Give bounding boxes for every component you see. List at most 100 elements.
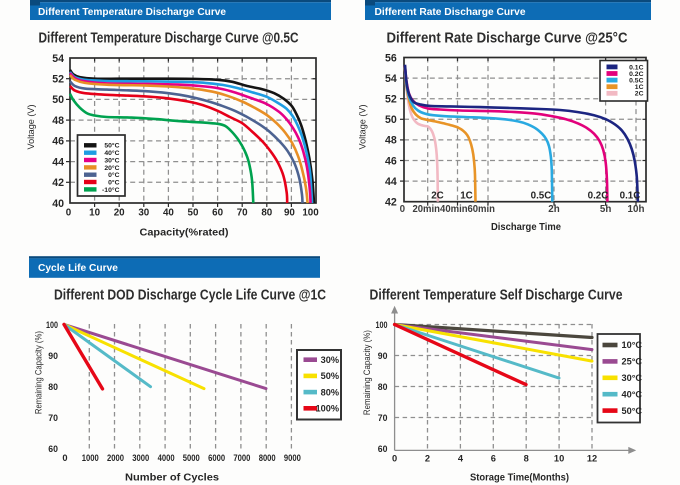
svg-text:54: 54 [385,73,397,85]
svg-text:0.2C: 0.2C [629,71,643,78]
svg-text:60min: 60min [467,204,495,215]
svg-text:2C: 2C [431,191,444,202]
svg-text:30%: 30% [321,355,339,365]
svg-text:5h: 5h [600,204,611,215]
svg-text:4000: 4000 [158,453,175,463]
svg-text:0: 0 [62,453,67,463]
svg-text:100: 100 [376,320,388,330]
svg-text:48: 48 [52,115,64,127]
svg-text:Discharge Time: Discharge Time [491,221,561,233]
svg-text:6: 6 [491,454,496,464]
svg-text:Remaining Capacity (%): Remaining Capacity (%) [362,330,373,415]
svg-text:Different Temperature Discharg: Different Temperature Discharge Curve [38,7,226,18]
svg-text:80%: 80% [321,387,339,397]
svg-text:90: 90 [48,351,58,361]
svg-text:0.2C: 0.2C [588,191,609,202]
svg-text:12: 12 [587,454,597,464]
svg-text:40: 40 [163,208,174,219]
svg-text:54: 54 [52,53,64,65]
svg-text:52: 52 [385,94,397,106]
svg-text:40min: 40min [440,204,468,215]
svg-text:50: 50 [188,208,199,219]
svg-text:70: 70 [48,413,58,423]
svg-text:1C: 1C [460,191,473,202]
svg-text:90: 90 [284,208,295,219]
svg-text:52: 52 [52,74,64,86]
svg-text:70: 70 [378,413,388,423]
svg-text:46: 46 [52,136,64,148]
svg-text:44: 44 [52,156,64,168]
svg-text:48: 48 [385,135,397,147]
svg-text:50%: 50% [321,371,339,381]
svg-text:0°C: 0°C [108,178,119,186]
svg-text:9000: 9000 [284,453,301,463]
svg-text:Voltage (V): Voltage (V) [26,105,37,150]
svg-text:1C: 1C [635,84,644,91]
svg-text:100%: 100% [316,404,340,414]
svg-text:80: 80 [261,208,272,219]
svg-text:Number of Cycles: Number of Cycles [125,472,219,484]
svg-text:6000: 6000 [208,453,225,463]
svg-text:Different Temperature Discharg: Different Temperature Discharge Curve @0… [39,31,299,47]
svg-text:0.1C: 0.1C [620,191,641,202]
svg-text:46: 46 [385,155,397,167]
svg-text:20: 20 [114,208,125,219]
svg-text:1000: 1000 [82,453,99,463]
svg-text:5000: 5000 [183,453,200,463]
svg-text:42: 42 [52,177,64,189]
svg-text:20min: 20min [412,204,440,215]
svg-text:8000: 8000 [259,453,276,463]
svg-text:Different Rate Discharge Curve: Different Rate Discharge Curve [375,7,526,18]
svg-text:2h: 2h [548,204,559,215]
svg-text:4: 4 [458,454,464,464]
svg-text:50: 50 [385,114,397,126]
svg-text:Remaining Capacity (%): Remaining Capacity (%) [34,331,45,414]
svg-text:60: 60 [48,444,58,454]
svg-text:7000: 7000 [233,453,250,463]
svg-text:0: 0 [400,204,406,215]
svg-text:40°C: 40°C [622,389,643,399]
svg-text:0°C: 0°C [108,171,119,179]
svg-text:10: 10 [89,208,100,219]
svg-text:42: 42 [385,197,397,209]
svg-text:56: 56 [385,52,397,64]
svg-text:25°C: 25°C [622,357,643,367]
svg-text:Voltage (V): Voltage (V) [358,105,369,150]
svg-text:Different Temperature Self Dis: Different Temperature Self Discharge Cur… [370,288,623,304]
svg-text:Cycle Life Curve: Cycle Life Curve [38,263,118,274]
svg-text:50°C: 50°C [622,406,643,416]
svg-text:10°C: 10°C [622,340,643,350]
svg-text:0.5C: 0.5C [629,78,643,85]
svg-text:90: 90 [378,351,388,361]
svg-text:40°C: 40°C [104,149,119,157]
svg-text:Storage Time(Months): Storage Time(Months) [470,472,569,484]
svg-text:Capacity(%rated): Capacity(%rated) [140,227,229,239]
svg-text:10: 10 [554,454,564,464]
svg-text:0: 0 [392,454,397,464]
svg-text:3000: 3000 [132,453,149,463]
svg-text:Different DOD Discharge Cycle: Different DOD Discharge Cycle Life Curve… [54,288,326,304]
svg-text:80: 80 [48,382,58,392]
svg-text:40: 40 [52,198,64,210]
svg-text:10h: 10h [628,204,645,215]
svg-text:2: 2 [425,454,430,464]
svg-text:0.5C: 0.5C [531,191,552,202]
svg-text:-10°C: -10°C [102,186,120,194]
svg-text:0.1C: 0.1C [629,64,643,71]
svg-text:30: 30 [138,208,149,219]
svg-text:100: 100 [302,208,319,219]
svg-text:60: 60 [212,208,223,219]
svg-text:30°C: 30°C [104,156,119,164]
svg-text:2C: 2C [635,91,644,98]
svg-text:0: 0 [66,208,72,219]
svg-text:50: 50 [52,94,64,106]
svg-text:80: 80 [378,382,388,392]
svg-text:44: 44 [385,176,397,188]
svg-text:20°C: 20°C [104,164,119,172]
svg-text:100: 100 [46,320,58,330]
svg-text:8: 8 [524,454,529,464]
svg-text:50°C: 50°C [104,142,119,150]
svg-text:2000: 2000 [107,453,124,463]
svg-text:Different Rate Discharge Curve: Different Rate Discharge Curve @25°C [387,31,628,47]
svg-text:30°C: 30°C [622,373,643,383]
